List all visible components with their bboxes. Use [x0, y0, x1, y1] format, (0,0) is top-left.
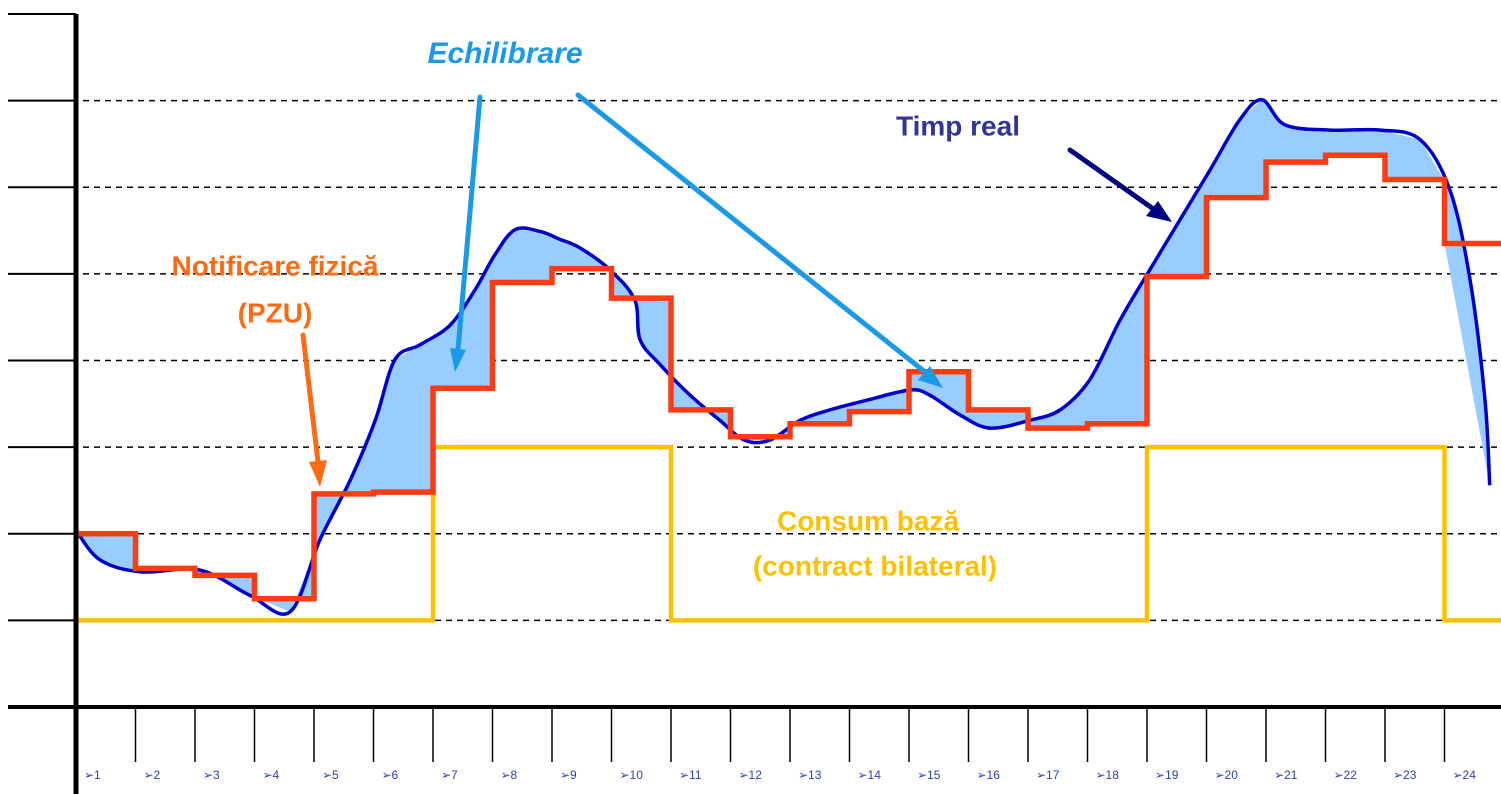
series-label: Timp real: [896, 110, 1020, 141]
arrow-head: [1146, 201, 1172, 222]
balance-area: [76, 99, 1490, 612]
series-label: Consum bază: [777, 505, 959, 536]
x-tick-label: ➢2: [144, 768, 161, 782]
step-line: [76, 444, 1501, 623]
x-tick-label: ➢12: [739, 768, 763, 782]
step-line: [76, 152, 1501, 602]
x-tick-label: ➢6: [382, 768, 399, 782]
x-tick-label: ➢13: [798, 768, 822, 782]
x-tick-label: ➢4: [263, 768, 280, 782]
x-tick-label: ➢23: [1393, 768, 1417, 782]
x-tick-label: ➢8: [501, 768, 518, 782]
x-tick-label: ➢20: [1215, 768, 1239, 782]
x-tick-label: ➢16: [977, 768, 1001, 782]
x-tick-label: ➢19: [1155, 768, 1179, 782]
series-label: Notificare fizică: [172, 250, 379, 281]
x-tick-label: ➢1: [84, 768, 101, 782]
arrows: [300, 92, 1172, 487]
x-tick-label: ➢10: [620, 768, 644, 782]
arrow: [575, 92, 928, 375]
arrow: [1067, 147, 1155, 211]
marks: [74, 98, 1501, 623]
x-tick-label: ➢9: [560, 768, 577, 782]
arrow: [455, 94, 483, 353]
x-tick-label: ➢24: [1453, 768, 1477, 782]
annotation: Echilibrare: [427, 37, 582, 70]
x-tick-label: ➢15: [917, 768, 941, 782]
x-tick-label: ➢7: [441, 768, 458, 782]
x-tick-label: ➢22: [1334, 768, 1358, 782]
x-tick-label: ➢11: [679, 768, 702, 782]
x-tick-label: ➢17: [1036, 768, 1060, 782]
x-tick-label: ➢21: [1274, 768, 1298, 782]
x-tick-label: ➢3: [203, 768, 220, 782]
x-tick-label: ➢18: [1096, 768, 1120, 782]
series-label: (contract bilateral): [753, 550, 997, 581]
arrow: [300, 332, 321, 465]
series-label: (PZU): [238, 297, 313, 328]
line: [74, 98, 1492, 616]
x-tick-label: ➢14: [858, 768, 882, 782]
arrow-head: [918, 366, 943, 388]
arrow-head: [450, 348, 466, 372]
x-tick-label: ➢5: [322, 768, 339, 782]
arrow-head: [309, 460, 327, 487]
